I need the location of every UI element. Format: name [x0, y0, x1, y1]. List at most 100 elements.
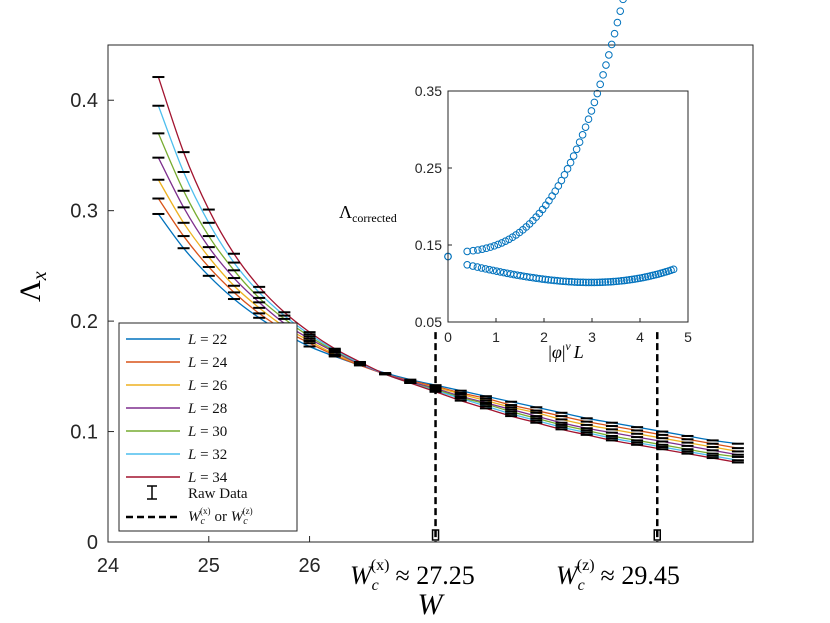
main-raw-data-group — [152, 76, 744, 464]
inset-point-upper — [563, 165, 572, 173]
legend-item-critical: Wc(x) or Wc(z) — [126, 506, 253, 527]
inset-point-lower — [582, 278, 590, 287]
inset-plot-area — [448, 91, 688, 322]
inset-point-upper — [569, 152, 578, 160]
legend-item-L30: L = 30 — [126, 424, 227, 440]
inset-point-upper — [587, 107, 596, 115]
inset-point-lower — [481, 265, 490, 273]
legend-label-raw: Raw Data — [188, 486, 248, 502]
inset-point-lower — [541, 275, 550, 284]
main-x-tick-label: 25 — [198, 555, 220, 577]
inset-point-lower — [559, 277, 567, 286]
inset-axes-box — [447, 90, 689, 323]
inset-point-upper — [607, 40, 616, 49]
legend-label: L = 22 — [187, 332, 227, 348]
main-x-tick-label: 24 — [97, 555, 119, 577]
main-x-axis-label: W — [418, 588, 446, 621]
legend-item-L34: L = 34 — [126, 470, 228, 486]
inset-point-lower — [617, 277, 626, 285]
inset-point-lower — [601, 278, 610, 286]
main-y-tick-label: 0.2 — [70, 311, 98, 333]
inset-point-lower — [615, 277, 623, 285]
inset-point-lower — [544, 275, 553, 284]
inset-point-lower — [473, 263, 482, 271]
inset-point-lower — [630, 275, 639, 283]
legend-item-L28: L = 28 — [126, 401, 227, 417]
inset-point-upper — [602, 61, 610, 69]
inset-point-upper — [560, 171, 569, 179]
main-y-tick-label: 0 — [87, 532, 98, 554]
critical-lines-group — [431, 332, 662, 542]
inset-point-upper — [486, 243, 495, 251]
inset-point-upper — [482, 244, 491, 253]
inset-point-lower — [625, 276, 634, 284]
legend-item-L22: L = 22 — [126, 332, 227, 348]
inset-point-upper — [599, 71, 607, 79]
inset-point-upper — [469, 246, 477, 255]
inset-point-upper — [575, 138, 584, 146]
legend-label: L = 24 — [187, 355, 228, 371]
inset-point-lower — [623, 276, 631, 285]
legend: L = 22 L = 24 L = 26 L = 28 L = 30 L = 32 L = … — [118, 322, 298, 532]
inset-y-tick-label: 0.05 — [415, 314, 442, 330]
inset-point-upper — [605, 51, 613, 59]
inset-point-upper — [613, 18, 622, 27]
inset-point-lower — [612, 277, 620, 286]
inset-y-tick-label: 0.15 — [415, 237, 442, 253]
main-y-tick-label: 0.3 — [70, 201, 98, 223]
inset-point-upper — [478, 245, 487, 253]
inset-point-lower — [628, 275, 636, 284]
inset-point-lower — [496, 268, 505, 276]
critical-line-marker-z — [653, 529, 662, 541]
inset-point-upper — [610, 29, 619, 38]
inset-y-tick-label: 0.35 — [415, 83, 442, 99]
legend-label: L = 32 — [187, 447, 227, 463]
inset-point-upper — [596, 80, 604, 89]
legend-item-L24: L = 24 — [126, 355, 228, 371]
inset-point-lower — [590, 278, 599, 287]
inset-point-lower — [584, 278, 593, 287]
inset-x-tick-label: 4 — [636, 329, 644, 345]
inset-point-lower — [587, 278, 596, 287]
inset-point-lower — [538, 275, 547, 283]
legend-box — [118, 322, 298, 532]
inset-x-tick-label: 1 — [492, 329, 500, 345]
critical-line-marker-x — [431, 529, 440, 541]
inset-point-lower — [565, 277, 573, 286]
inset-point-upper — [572, 145, 581, 154]
inset-point-upper — [590, 98, 599, 107]
inset-point-lower — [570, 278, 579, 286]
inset-point-lower — [553, 276, 562, 285]
inset-ticks-group: 0 1 2 3 4 5 0.05 0.15 0.25 0.35 — [415, 83, 692, 345]
inset-point-lower — [567, 278, 576, 286]
inset-y-tick-label: 0.25 — [415, 160, 442, 176]
legend-label: L = 34 — [187, 470, 228, 486]
inset-point-lower — [562, 277, 570, 286]
legend-item-raw: Raw Data — [147, 485, 248, 502]
legend-label: L = 26 — [187, 378, 228, 394]
inset-x-tick-label: 0 — [444, 329, 452, 345]
inset-point-lower — [669, 265, 678, 274]
inset-point-upper — [584, 115, 593, 124]
legend-item-L26: L = 26 — [126, 378, 228, 394]
inset-x-tick-label: 2 — [540, 329, 548, 345]
critical-annotation-x: Wc(x) ≈ 27.25 — [350, 557, 475, 594]
inset-point-upper — [494, 240, 502, 249]
inset-points-group — [444, 0, 678, 287]
inset-point-lower — [633, 274, 642, 283]
inset-point-lower — [598, 278, 607, 287]
inset-point-lower — [609, 277, 618, 286]
inset-point-lower — [620, 276, 628, 285]
inset-point-upper — [566, 158, 575, 167]
inset-point-lower — [556, 277, 564, 285]
inset-point-lower — [579, 278, 587, 287]
legend-items: L = 22 L = 24 L = 26 L = 28 L = 30 L = 32 L = … — [126, 332, 228, 486]
inset-point-upper — [581, 123, 590, 131]
inset-point-upper — [474, 246, 482, 254]
inset-point-lower — [547, 276, 556, 284]
legend-label: L = 30 — [187, 424, 227, 440]
inset-point-lower — [469, 262, 477, 270]
inset-point-lower — [492, 267, 501, 276]
inset-point-lower — [576, 278, 585, 287]
inset-point-lower — [477, 264, 486, 272]
